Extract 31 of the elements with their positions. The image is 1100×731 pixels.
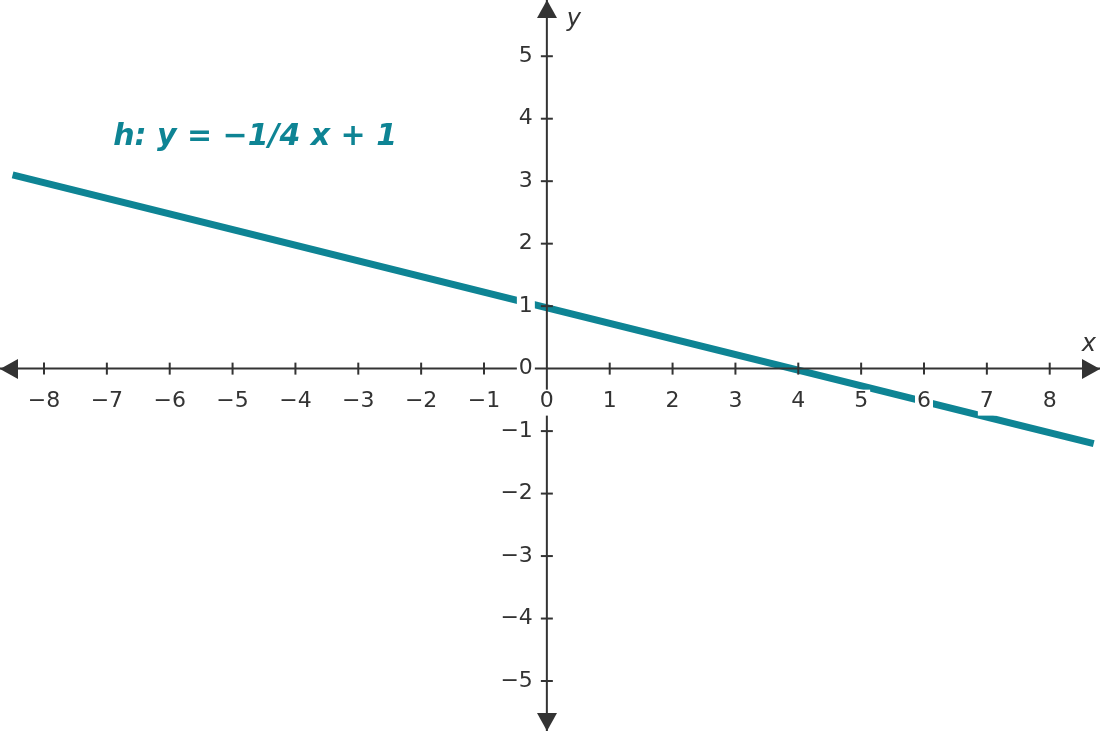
y-tick-label: −5 [500, 666, 533, 692]
x-tick-label: 5 [854, 387, 869, 413]
y-tick-label: 0 [518, 354, 533, 380]
y-tick-label: 4 [518, 104, 533, 130]
x-tick-label: −5 [216, 387, 249, 413]
x-tick-label: −3 [342, 387, 375, 413]
y-tick-label: 1 [518, 291, 533, 317]
y-tick-label: −4 [500, 604, 533, 630]
x-tick-label: 3 [728, 387, 743, 413]
y-tick-label: 3 [518, 166, 533, 192]
x-tick-label: 2 [665, 387, 680, 413]
x-tick-label: −8 [27, 387, 61, 413]
x-tick-label: −4 [279, 387, 312, 413]
x-tick-label: 4 [791, 387, 806, 413]
x-axis-title: x [1080, 328, 1097, 357]
x-tick-label: −7 [90, 387, 124, 413]
x-tick-label: 6 [917, 387, 931, 413]
y-tick-label: 2 [518, 229, 533, 255]
y-axis-title: y [565, 4, 582, 33]
x-tick-label: −2 [404, 387, 438, 413]
x-tick-label: −6 [153, 387, 186, 413]
y-tick-label: −3 [500, 541, 533, 567]
x-tick-label: 8 [1042, 387, 1057, 413]
x-tick-label: −1 [467, 387, 501, 413]
annotation: h: y = −1/4 x + 1 [113, 117, 398, 153]
y-tick-label: 5 [518, 41, 533, 67]
y-tick-label: −1 [500, 416, 533, 442]
x-tick-label: 1 [602, 387, 617, 413]
x-tick-label: 7 [979, 387, 994, 413]
x-tick-label: 0 [539, 387, 554, 413]
y-tick-label: −2 [500, 479, 533, 505]
